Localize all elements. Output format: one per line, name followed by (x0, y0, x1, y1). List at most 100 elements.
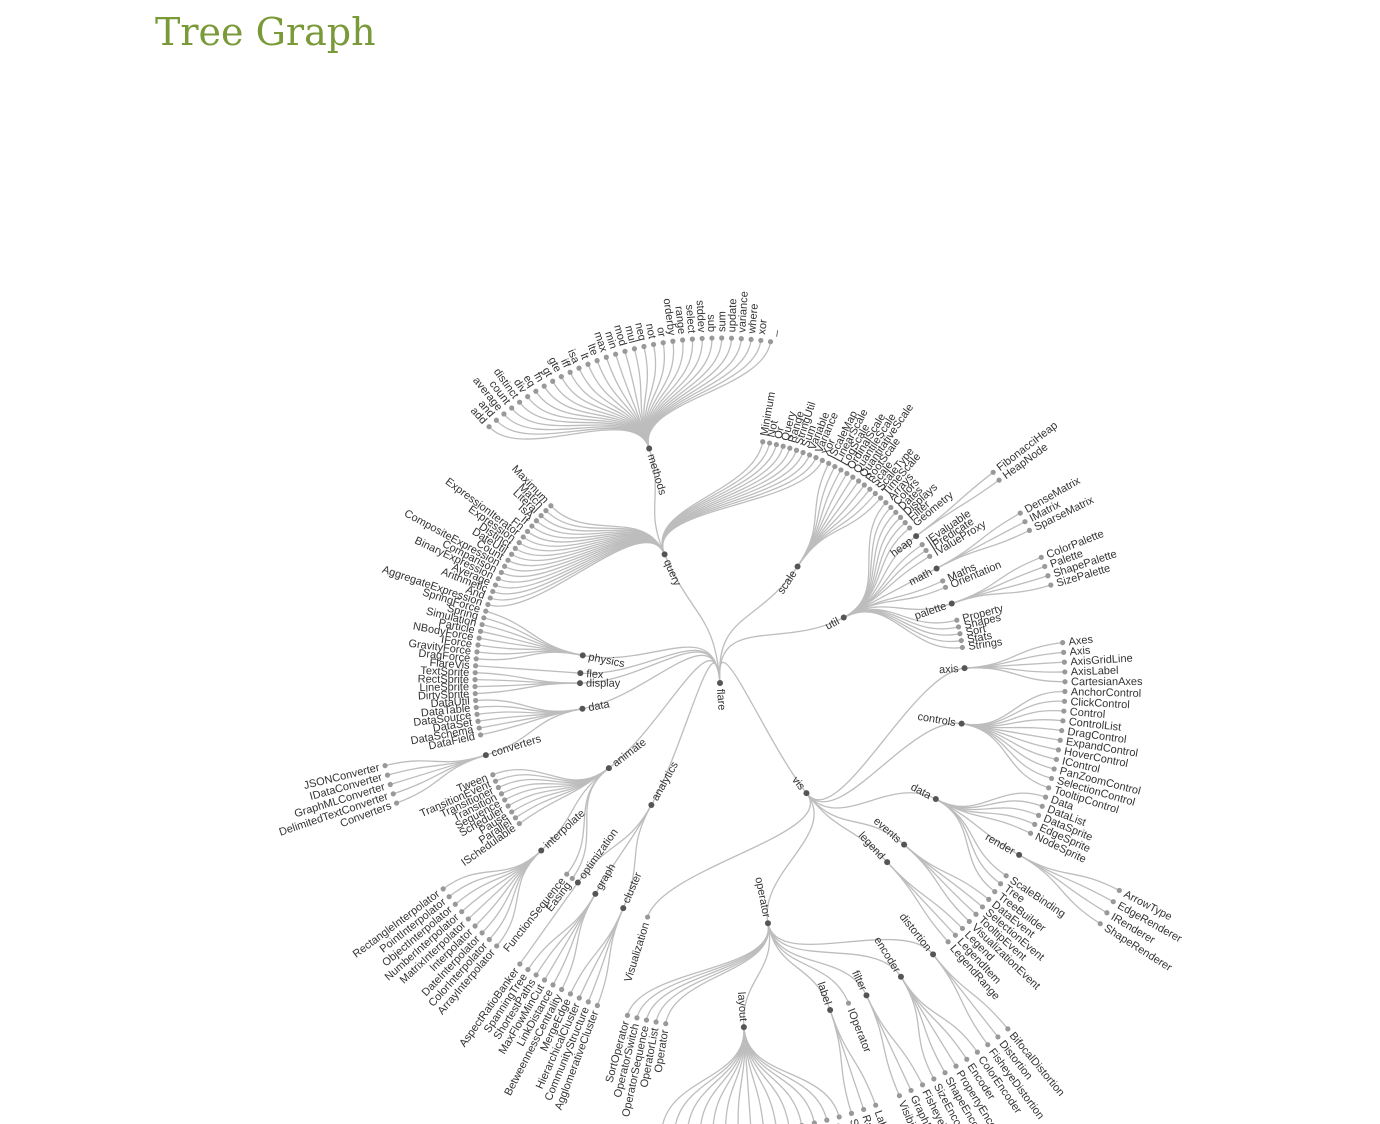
node-dot (541, 977, 548, 983)
node-dot (719, 335, 725, 341)
tree-node-axes[interactable]: Axes (1060, 634, 1094, 649)
node-dot (985, 1042, 991, 1048)
link-sparse-matrix (936, 529, 1030, 570)
tree-node-methods[interactable]: methods (645, 445, 669, 497)
tree-node-axis-grid-line[interactable]: AxisGridLine (1061, 653, 1133, 669)
tree-node-anchor-control[interactable]: AnchorControl (1062, 686, 1141, 700)
tree-node-vis[interactable]: vis (789, 774, 810, 797)
tree-node-interpolate[interactable]: interpolate (538, 807, 588, 854)
tree-node-sum[interactable]: sum (716, 311, 728, 341)
tree-node-util[interactable]: util (823, 614, 847, 633)
node-dot (845, 1000, 852, 1006)
tree-node-or[interactable]: or (654, 326, 668, 346)
link-cluster (622, 804, 652, 909)
tree-node-variance[interactable]: variance (736, 291, 751, 342)
node-dot (878, 495, 884, 501)
node-label: encoder (871, 935, 902, 975)
tree-node-cartesian-axes[interactable]: CartesianAxes (1062, 676, 1143, 688)
tree-node-query[interactable]: query (661, 551, 683, 588)
tree-node-sort[interactable]: Sort (957, 623, 987, 639)
node-dot (483, 608, 489, 614)
tree-node-flare-vis[interactable]: FlareVis (429, 657, 479, 672)
tree-node-line-sprite[interactable]: LineSprite (419, 681, 478, 694)
tree-node-layout[interactable]: layout (735, 992, 749, 1031)
tree-node-neq[interactable]: neq (632, 322, 648, 350)
tree-node-converters[interactable]: converters (482, 733, 543, 760)
tree-node-bundled-edge-router[interactable]: BundledEdgeRouter (822, 1117, 857, 1124)
tree-node-update[interactable]: update (726, 298, 739, 341)
tree-node-or[interactable]: Or (772, 425, 787, 448)
node-label: axis (939, 663, 960, 676)
node-dot (803, 790, 810, 797)
node-dot (459, 909, 465, 915)
node-label: select (683, 304, 697, 334)
tree-node-dirty-sprite[interactable]: DirtySprite (418, 688, 478, 703)
tree-node-strings[interactable]: Strings (959, 636, 1004, 653)
tree-node-display[interactable]: display (577, 678, 621, 690)
tree-node-axis[interactable]: Axis (1061, 644, 1091, 658)
tree-node-control[interactable]: Control (1061, 706, 1106, 721)
tree-node-text-sprite[interactable]: TextSprite (420, 665, 478, 679)
tree-node-axis-label[interactable]: AxisLabel (1062, 665, 1119, 679)
tree-node-not[interactable]: not (643, 323, 658, 348)
node-dot (474, 649, 480, 655)
tree-node-lte[interactable]: lte (585, 342, 600, 364)
tree-node-ioperator[interactable]: IOperator (845, 1000, 874, 1055)
tree-node-range[interactable]: range (672, 305, 687, 343)
node-dot (945, 939, 951, 945)
tree-node-circle-layout[interactable]: CircleLayout (809, 1120, 834, 1124)
tree-node-data[interactable]: data (909, 781, 939, 802)
tree-node-axis-layout[interactable]: AxisLayout (834, 1114, 860, 1124)
tree-node-xor[interactable]: xor (756, 318, 770, 344)
node-dot (699, 335, 705, 342)
tree-node-operator[interactable]: operator (752, 876, 772, 927)
tree-node-not[interactable]: Not (765, 419, 781, 446)
tree-node-flare[interactable]: flare (714, 680, 728, 711)
link-node (647, 341, 772, 449)
node-dot (758, 337, 764, 344)
tree-node-rect-sprite[interactable]: RectSprite (418, 673, 478, 686)
node-label: ClickControl (1070, 696, 1130, 711)
node-dot (576, 995, 582, 1001)
node-label: scale (775, 568, 799, 596)
tree-node-node[interactable]: _ (766, 328, 779, 345)
tree-node-data-util[interactable]: DataUtil (430, 695, 479, 710)
node-dot (990, 469, 996, 475)
tree-node-min[interactable]: min (602, 330, 619, 357)
tree-node-iforce[interactable]: IForce (440, 634, 481, 651)
tree-node-scale[interactable]: scale (775, 563, 801, 596)
tree-node-isa[interactable]: isa (565, 348, 582, 371)
node-dot (908, 1087, 914, 1094)
tree-node-eq[interactable]: eq (521, 373, 539, 394)
tree-node-axis[interactable]: axis (939, 663, 968, 676)
tree-node-visualization[interactable]: Visualization (622, 914, 652, 984)
link-gte (560, 376, 650, 449)
tree-node-control-list[interactable]: ControlList (1060, 716, 1122, 734)
node-dot (473, 704, 479, 711)
tree-node-drag-force[interactable]: DragForce (418, 648, 479, 665)
node-dot (964, 1056, 970, 1062)
tree-node-mul[interactable]: mul (622, 324, 638, 352)
tree-node-mod[interactable]: mod (611, 323, 629, 354)
tree-node-controls[interactable]: controls (917, 711, 965, 729)
tree-node-stddev[interactable]: stddev (694, 300, 708, 342)
tree-node-click-control[interactable]: ClickControl (1061, 696, 1130, 711)
tree-node-filter[interactable]: filter (849, 969, 870, 999)
node-dot (873, 1102, 879, 1108)
tree-node-where[interactable]: where (746, 303, 761, 343)
tree-node-stats[interactable]: Stats (958, 630, 994, 646)
tree-node-sub[interactable]: sub (705, 314, 717, 341)
tree-node-palette[interactable]: palette (913, 600, 955, 622)
tree-node-optimization[interactable]: optimization (574, 827, 621, 886)
node-dot (592, 890, 599, 897)
tree-node-heap[interactable]: heap (888, 533, 920, 560)
tree-node-labeler[interactable]: Labeler (872, 1102, 896, 1124)
tree-node-data-table[interactable]: DataTable (420, 703, 479, 720)
tree-node-orderby[interactable]: orderby (661, 298, 678, 344)
tree-node-label[interactable]: label (815, 980, 834, 1013)
tree-node-lt[interactable]: lt (578, 352, 591, 367)
tree-node-select[interactable]: select (683, 304, 697, 342)
tree-node-data[interactable]: data (579, 698, 611, 714)
tree-node-flex[interactable]: flex (577, 668, 604, 681)
link-color-interpolator (488, 850, 542, 940)
